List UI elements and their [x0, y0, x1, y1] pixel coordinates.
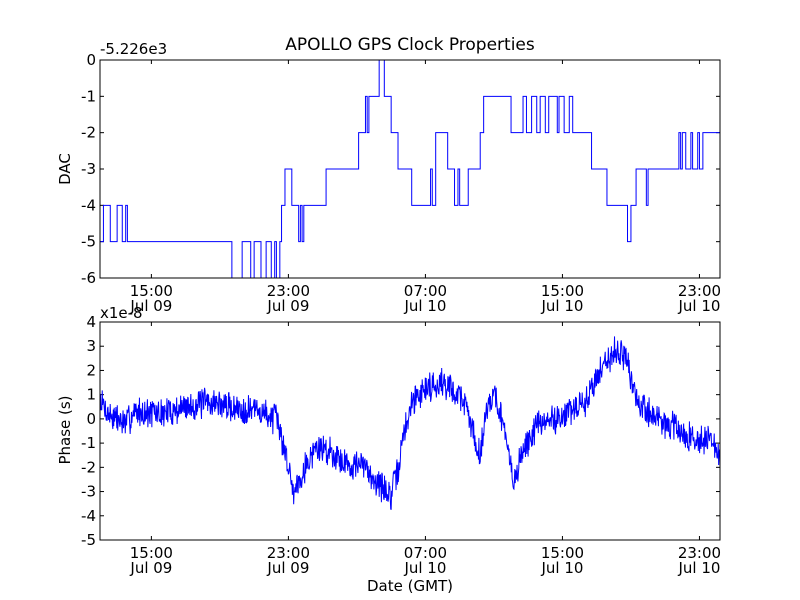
dac-y-tick-label: -3: [81, 160, 96, 178]
dac-y-tick-label: -4: [81, 196, 96, 214]
dac-offset-label: -5.226e3: [100, 40, 167, 58]
phase-y-tick-label: 2: [86, 361, 96, 379]
dac-x-tick-time: 23:00: [678, 282, 721, 300]
phase-plot-frame: [99, 321, 721, 541]
dac-y-tick-label: -5: [81, 233, 96, 251]
phase-y-tick-label: 3: [86, 337, 96, 355]
x-axis-label: Date (GMT): [367, 577, 453, 595]
phase-x-tick-time: 15:00: [130, 544, 173, 562]
phase-y-tick-label: -3: [81, 483, 96, 501]
dac-x-tick-date: Jul 09: [266, 297, 309, 315]
phase-x-tick-date: Jul 09: [266, 559, 309, 577]
phase-y-tick-label: 1: [86, 386, 96, 404]
phase-y-tick-label: 4: [86, 313, 96, 331]
dac-y-tick-label: -2: [81, 124, 96, 142]
dac-series-line: [100, 60, 720, 278]
dac-x-tick-date: Jul 10: [677, 297, 720, 315]
phase-y-tick-label: 0: [86, 410, 96, 428]
chart-title: APOLLO GPS Clock Properties: [285, 35, 535, 55]
phase-y-tick-label: -2: [81, 458, 96, 476]
dac-y-axis-label: DAC: [56, 153, 74, 185]
phase-x-tick-date: Jul 10: [540, 559, 583, 577]
dac-x-tick-date: Jul 10: [403, 297, 446, 315]
dac-x-tick-time: 15:00: [130, 282, 173, 300]
dac-y-tick-label: 0: [86, 51, 96, 69]
dac-plot-frame: [99, 59, 721, 279]
phase-x-tick-time: 23:00: [678, 544, 721, 562]
phase-chart: x1e-8 Phase (s) Date (GMT) 4 3 2 1 0 -1 -2 -3 -4…: [56, 304, 721, 595]
dac-x-tick-time: 15:00: [541, 282, 584, 300]
phase-y-tick-label: -1: [81, 434, 96, 452]
phase-x-tick-time: 15:00: [541, 544, 584, 562]
phase-y-tick-label: -4: [81, 507, 96, 525]
phase-series-line: [100, 336, 720, 510]
dac-x-tick-date: Jul 10: [540, 297, 583, 315]
phase-x-tick-date: Jul 09: [129, 559, 172, 577]
dac-x-tick-time: 23:00: [267, 282, 310, 300]
dac-x-tick-date: Jul 09: [129, 297, 172, 315]
dac-y-tick-label: -1: [81, 87, 96, 105]
phase-x-tick-time: 07:00: [404, 544, 447, 562]
phase-offset-label: x1e-8: [100, 304, 143, 322]
phase-x-tick-date: Jul 10: [677, 559, 720, 577]
phase-y-tick-label: -5: [81, 531, 96, 549]
phase-x-tick-time: 23:00: [267, 544, 310, 562]
dac-y-tick-label: -6: [81, 269, 96, 287]
phase-y-axis-label: Phase (s): [56, 395, 74, 464]
dac-x-tick-time: 07:00: [404, 282, 447, 300]
dac-chart: APOLLO GPS Clock Properties -5.226e3 DAC…: [56, 35, 721, 315]
phase-x-tick-date: Jul 10: [403, 559, 446, 577]
